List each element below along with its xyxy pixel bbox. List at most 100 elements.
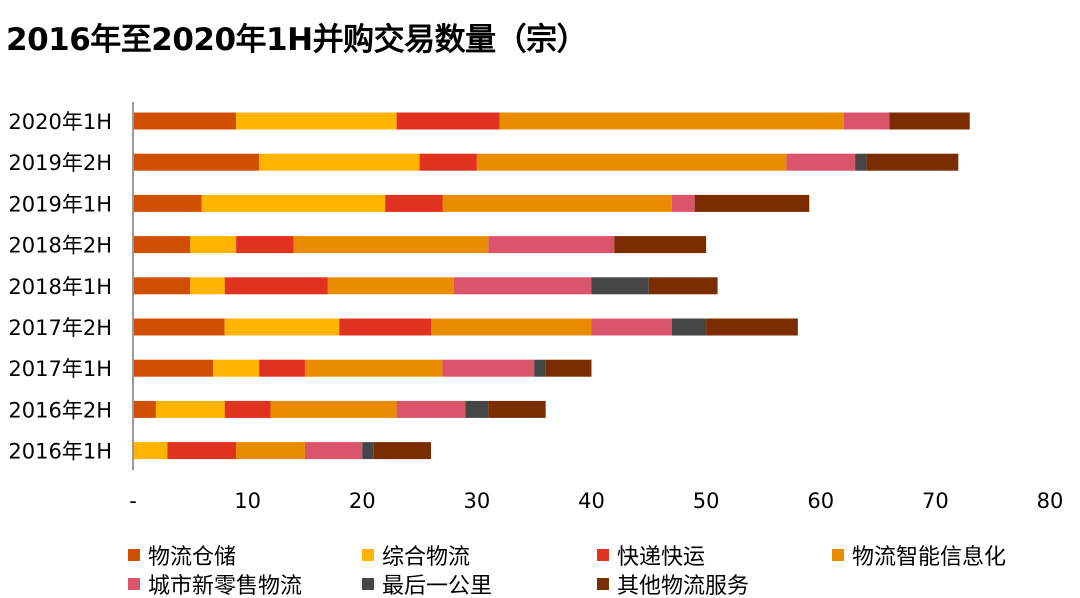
legend-swatch: [128, 549, 140, 561]
y-tick-label: 2017年2H: [8, 316, 112, 340]
bar-segment: [648, 277, 718, 295]
legend-item: 其他物流服务: [597, 568, 749, 598]
legend-item: 物流智能信息化: [832, 539, 1006, 571]
bar-segment: [133, 153, 260, 171]
bar-segment: [499, 112, 844, 130]
y-tick-label: 2019年1H: [8, 192, 112, 216]
bar-segment: [224, 318, 340, 336]
bar-segment: [259, 359, 305, 377]
bar-segment: [133, 277, 191, 295]
bar-segment: [476, 153, 787, 171]
bar-segment: [190, 236, 237, 254]
bar-segment: [236, 442, 305, 460]
bar-segment: [786, 153, 856, 171]
legend-swatch: [832, 549, 844, 561]
bar-segment: [431, 318, 592, 336]
bar-segment: [396, 400, 466, 418]
y-tick-label: 2019年2H: [8, 151, 112, 175]
x-tick-label: 20: [349, 489, 376, 513]
y-tick-label: 2017年1H: [8, 357, 112, 381]
bar-segment: [339, 318, 432, 336]
legend-label: 物流仓储: [148, 545, 237, 570]
bar-segment: [488, 400, 546, 418]
x-tick-label: 70: [922, 489, 949, 513]
y-tick-label: 2018年1H: [8, 275, 112, 299]
bar-segment: [259, 153, 420, 171]
bar-segment: [155, 400, 225, 418]
bar-segment: [190, 277, 225, 295]
bar-segment: [671, 318, 707, 336]
legend-label: 最后一公里: [382, 574, 493, 598]
bar-segment: [866, 153, 959, 171]
x-tick-label: 40: [578, 489, 605, 513]
bar-segment: [614, 236, 707, 254]
bar-segment: [224, 400, 271, 418]
x-tick-label: 30: [464, 489, 491, 513]
bar-segment: [304, 442, 363, 460]
bar-segment: [133, 400, 156, 418]
legend-item: 快递快运: [597, 539, 705, 571]
legend-swatch: [362, 549, 374, 561]
bar-segment: [213, 359, 260, 377]
bar-segment: [167, 442, 237, 460]
legend-item: 城市新零售物流: [128, 568, 302, 598]
x-tick-label: 60: [807, 489, 834, 513]
bar-segment: [671, 194, 695, 212]
bar-segment: [453, 277, 592, 295]
bar-segment: [694, 194, 810, 212]
bar-segment: [327, 277, 454, 295]
bar-segment: [889, 112, 970, 130]
x-tick-label: 80: [1037, 489, 1064, 513]
y-tick-label: 2016年1H: [8, 440, 112, 464]
bar-segment: [855, 153, 867, 171]
legend-swatch: [597, 549, 609, 561]
bar-segment: [396, 112, 500, 130]
bar-segment: [270, 400, 397, 418]
legend-label: 快递快运: [617, 545, 706, 570]
legend-item: 物流仓储: [128, 539, 236, 571]
bar-segment: [442, 194, 672, 212]
bar-segment: [133, 318, 225, 336]
bar-segment: [304, 359, 443, 377]
bar-segment: [224, 277, 328, 295]
y-tick-label: 2018年2H: [8, 234, 112, 258]
bar-segment: [236, 112, 397, 130]
bar-segment: [133, 236, 191, 254]
x-tick-label: 50: [693, 489, 720, 513]
bar-segment: [534, 359, 546, 377]
bar-segment: [843, 112, 890, 130]
x-tick-label: 10: [234, 489, 261, 513]
legend-label: 综合物流: [382, 545, 471, 570]
bar-segment: [201, 194, 386, 212]
y-tick-label: 2020年1H: [8, 110, 112, 134]
legend-item: 综合物流: [362, 539, 470, 571]
chart-title: 2016年至2020年1H并购交易数量（宗）: [6, 22, 588, 58]
y-tick-label: 2016年2H: [8, 398, 112, 422]
legend-label: 物流智能信息化: [852, 545, 1007, 570]
legend-label: 其他物流服务: [617, 574, 750, 598]
bar-segment: [442, 359, 535, 377]
bar-segment: [385, 194, 443, 212]
legend-item: 最后一公里: [362, 568, 492, 598]
bar-segment: [591, 318, 672, 336]
legend-swatch: [128, 578, 140, 590]
bar-segment: [236, 236, 294, 254]
bar-segment: [133, 112, 237, 130]
bar-segment: [706, 318, 798, 336]
bar-segment: [133, 194, 202, 212]
bar-segment: [133, 442, 168, 460]
bar-segment: [419, 153, 477, 171]
bar-segment: [545, 359, 592, 377]
bar-segment: [488, 236, 615, 254]
x-tick-label: -: [129, 489, 137, 513]
bar-segment: [373, 442, 432, 460]
legend-swatch: [362, 578, 374, 590]
bar-segment: [362, 442, 374, 460]
legend-label: 城市新零售物流: [148, 574, 303, 598]
bar-segment: [293, 236, 489, 254]
bar-segment: [591, 277, 649, 295]
legend-swatch: [597, 578, 609, 590]
bar-segment: [133, 359, 214, 377]
